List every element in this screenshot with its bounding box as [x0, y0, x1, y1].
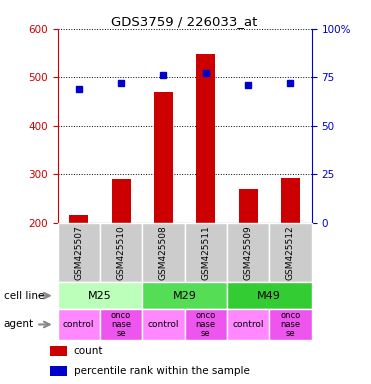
Text: GSM425510: GSM425510 — [116, 225, 125, 280]
Text: M29: M29 — [173, 291, 197, 301]
Bar — [227, 282, 312, 309]
Bar — [185, 223, 227, 282]
Bar — [58, 309, 100, 340]
Text: control: control — [232, 320, 264, 329]
Bar — [50, 346, 68, 356]
Bar — [142, 282, 227, 309]
Bar — [112, 179, 131, 223]
Bar — [142, 309, 185, 340]
Text: cell line: cell line — [4, 291, 44, 301]
Bar — [100, 223, 142, 282]
Text: onco
nase
se: onco nase se — [196, 311, 216, 338]
Bar — [50, 366, 68, 376]
Text: control: control — [63, 320, 95, 329]
Text: control: control — [148, 320, 179, 329]
Text: onco
nase
se: onco nase se — [280, 311, 301, 338]
Text: agent: agent — [4, 319, 34, 329]
Bar — [281, 178, 300, 223]
Text: count: count — [74, 346, 103, 356]
Text: M49: M49 — [257, 291, 281, 301]
Text: GSM425507: GSM425507 — [74, 225, 83, 280]
Bar — [185, 309, 227, 340]
Bar — [196, 55, 215, 223]
Text: percentile rank within the sample: percentile rank within the sample — [74, 366, 250, 376]
Bar — [239, 189, 257, 223]
Bar — [269, 309, 312, 340]
Bar — [154, 92, 173, 223]
Bar — [58, 282, 142, 309]
Title: GDS3759 / 226033_at: GDS3759 / 226033_at — [111, 15, 258, 28]
Text: onco
nase
se: onco nase se — [111, 311, 131, 338]
Bar — [269, 223, 312, 282]
Bar — [142, 223, 185, 282]
Bar — [100, 309, 142, 340]
Bar — [69, 215, 88, 223]
Bar — [227, 223, 269, 282]
Text: GSM425511: GSM425511 — [201, 225, 210, 280]
Text: GSM425508: GSM425508 — [159, 225, 168, 280]
Text: M25: M25 — [88, 291, 112, 301]
Text: GSM425512: GSM425512 — [286, 225, 295, 280]
Text: GSM425509: GSM425509 — [244, 225, 253, 280]
Bar — [58, 223, 100, 282]
Bar — [227, 309, 269, 340]
